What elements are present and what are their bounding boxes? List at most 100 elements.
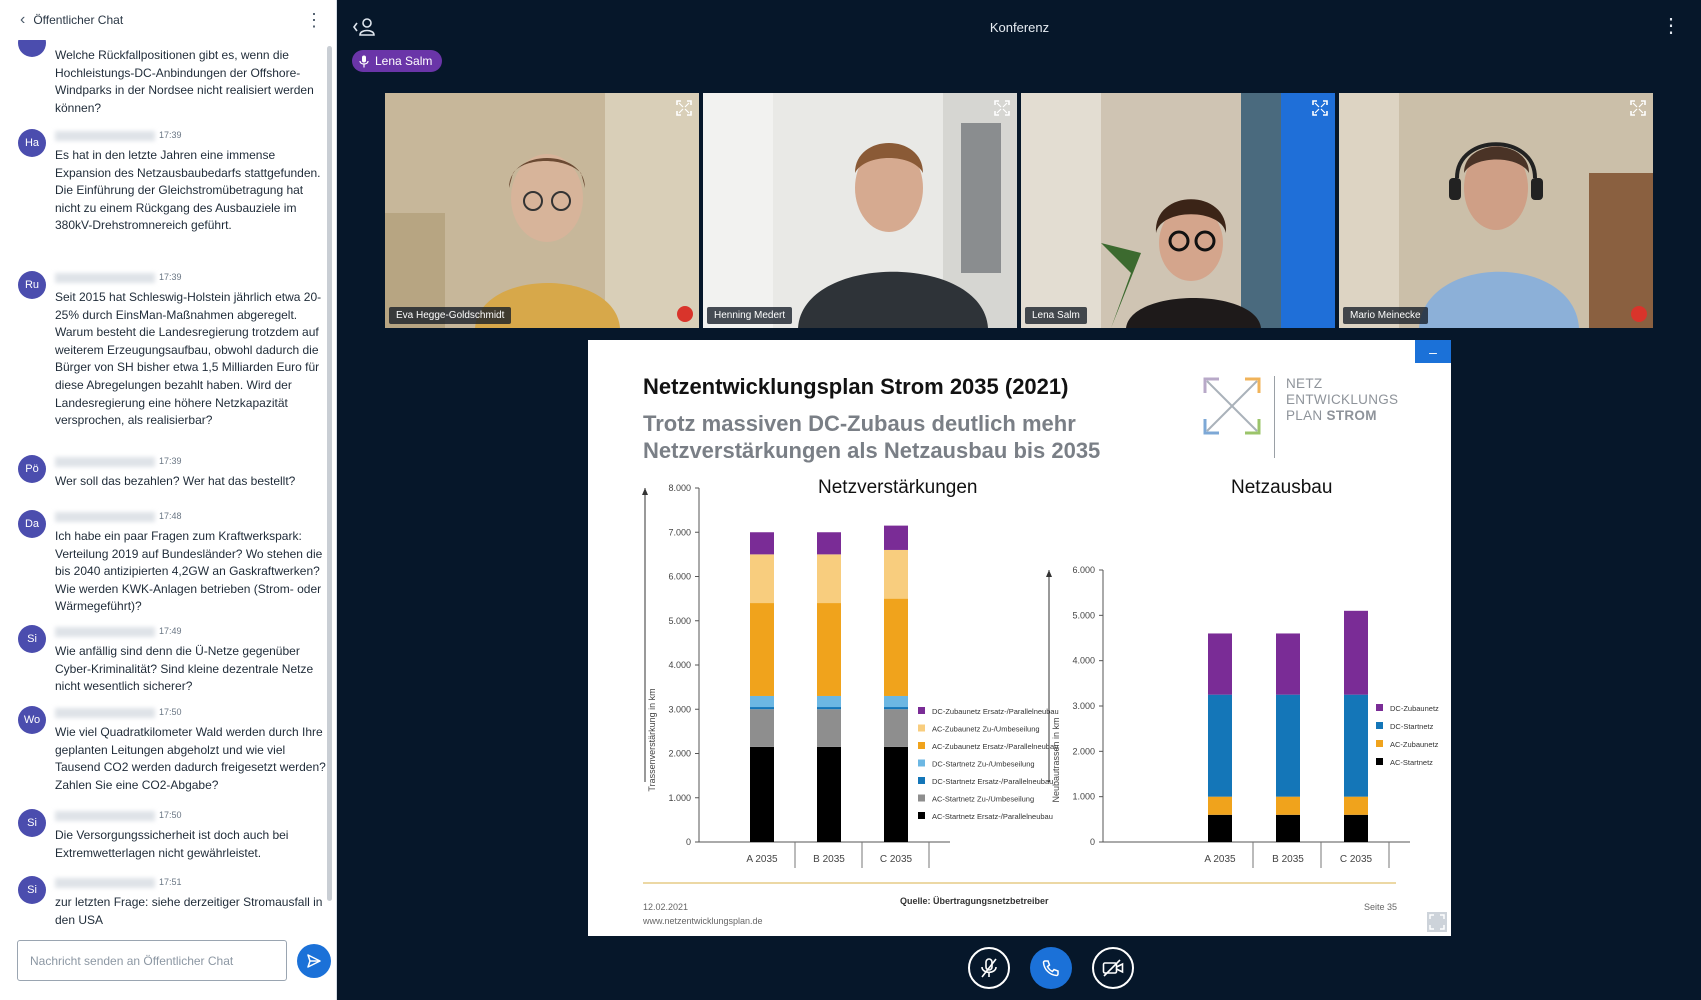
axis-arrow-head [1046, 570, 1052, 577]
bar-segment [1344, 610, 1368, 695]
bar-segment [750, 709, 774, 747]
bar-segment [1276, 814, 1300, 842]
message-list: Welche Rückfallpositionen gibt es, wenn … [0, 40, 337, 930]
talking-indicator: Lena Salm [352, 50, 443, 72]
fullscreen-icon[interactable] [1629, 99, 1647, 117]
message-meta: 17:50 [55, 810, 182, 821]
bar-segment [884, 707, 908, 710]
avatar: Ha [18, 129, 46, 157]
send-button[interactable] [297, 944, 331, 978]
fullscreen-icon[interactable] [675, 99, 693, 117]
microphone-muted-icon [981, 958, 997, 978]
y-axis-label: Neubautrassen in km [1051, 717, 1061, 802]
user-list-toggle-icon[interactable] [352, 14, 378, 40]
legend-swatch [918, 777, 925, 784]
bar-segment [817, 707, 841, 710]
message-meta: 17:39 [55, 456, 182, 467]
audio-phone-button[interactable] [1030, 947, 1072, 989]
message-input[interactable] [17, 940, 287, 981]
legend-label: AC-Startnetz Zu-/Umbeseilung [932, 795, 1034, 804]
bar-segment [1344, 796, 1368, 815]
avatar: Wo [18, 706, 46, 734]
avatar: Si [18, 876, 46, 904]
logo-text: NETZ ENTWICKLUNGS PLAN STROM [1286, 376, 1398, 424]
logo-divider [1274, 376, 1275, 458]
arrows-logo-icon [1203, 377, 1261, 435]
sender-name-blurred [55, 456, 155, 467]
bar-segment [884, 549, 908, 599]
sender-name-blurred [55, 511, 155, 522]
legend-label: DC-Zubaunetz [1390, 704, 1439, 713]
bar-segment [884, 598, 908, 696]
bar-segment [750, 532, 774, 555]
bar-segment [817, 695, 841, 708]
fullscreen-icon[interactable] [993, 99, 1011, 117]
bar-segment [750, 707, 774, 710]
bar-segment [1276, 694, 1300, 797]
legend-label: AC-Zubaunetz Zu-/Umbeseilung [932, 725, 1040, 734]
microphone-icon [359, 55, 369, 67]
minimize-presentation-button[interactable]: – [1415, 340, 1451, 363]
legend-label: DC-Startnetz Zu-/Umbeseilung [932, 760, 1035, 769]
legend-label: AC-Startnetz [1390, 758, 1433, 767]
chat-header: ‹ Öffentlicher Chat ⋮ [0, 0, 337, 40]
axis-arrow-head [642, 488, 648, 495]
avatar: Si [18, 809, 46, 837]
y-tick-label: 0 [1090, 837, 1095, 847]
nep-logo: NETZ ENTWICKLUNGS PLAN STROM [1202, 376, 1422, 458]
message-text: Die Versorgungssicherheit ist doch auch … [55, 828, 289, 860]
bar-segment [1344, 814, 1368, 842]
toggle-camera-button[interactable] [1092, 947, 1134, 989]
logo-line-bold: STROM [1326, 408, 1377, 423]
y-tick-label: 6.000 [1072, 565, 1095, 575]
logo-line: PLAN [1286, 408, 1327, 423]
bar-segment [817, 709, 841, 747]
legend-swatch [918, 724, 925, 732]
participant-name: Lena Salm [1025, 307, 1087, 324]
legend-label: DC-Startnetz [1390, 722, 1434, 731]
scrollbar[interactable] [327, 46, 332, 901]
y-tick-label: 4.000 [1072, 656, 1095, 666]
bar-segment [884, 695, 908, 708]
video-tile[interactable]: Henning Medert [703, 93, 1017, 328]
y-tick-label: 1.000 [1072, 792, 1095, 802]
video-tile[interactable]: Lena Salm [1021, 93, 1335, 328]
legend-swatch [1376, 758, 1383, 765]
message-time: 17:39 [159, 456, 182, 466]
video-tile[interactable]: Eva Hegge-Goldschmidt [385, 93, 699, 328]
legend-swatch [1376, 740, 1383, 747]
muted-icon [677, 306, 693, 322]
slide-title: Netzentwicklungsplan Strom 2035 (2021) [643, 374, 1069, 399]
message-text: Es hat in den letzte Jahren eine immense… [55, 148, 321, 233]
message-text: Wie anfällig sind denn die Ü-Netze gegen… [55, 644, 314, 694]
more-options-icon[interactable]: ⋮ [305, 10, 323, 30]
more-options-icon[interactable]: ⋮ [1661, 15, 1681, 37]
message-text: zur letzten Frage: siehe derzeitiger Str… [55, 895, 323, 927]
slide-source: Quelle: Übertragungsnetzbetreiber [900, 896, 1049, 906]
message-meta: 17:39 [55, 130, 182, 141]
y-tick-label: 3.000 [1072, 701, 1095, 711]
fullscreen-icon[interactable] [1311, 99, 1329, 117]
mute-microphone-button[interactable] [968, 947, 1010, 989]
y-tick-label: 1.000 [668, 793, 691, 803]
bar-segment [884, 709, 908, 747]
bar-segment [1208, 694, 1232, 797]
video-tile[interactable]: Mario Meinecke [1339, 93, 1653, 328]
y-tick-label: 0 [686, 837, 691, 847]
message-time: 17:49 [159, 626, 182, 636]
fullscreen-presentation-button[interactable] [1427, 912, 1447, 932]
avatar: Da [18, 510, 46, 538]
bar-segment [750, 746, 774, 842]
chart-area: 0 1.000 2.000 3.000 4.000 5.000 6.000 7.000 8.00… [642, 477, 1439, 884]
bar-segment [817, 532, 841, 555]
legend-swatch [918, 707, 925, 714]
y-tick-label: 7.000 [668, 527, 691, 537]
message-meta: 17:39 [55, 272, 182, 283]
sender-name-blurred [55, 810, 155, 821]
back-icon[interactable]: ‹ [20, 11, 26, 28]
chat-panel: ‹ Öffentlicher Chat ⋮ Welche Rückfallpos… [0, 0, 337, 1000]
message-meta: 17:49 [55, 626, 182, 637]
video-feed [1021, 93, 1335, 328]
message-text: Wer soll das bezahlen? Wer hat das beste… [55, 474, 296, 488]
slide-subtitle: Trotz massiven DC-Zubaus deutlich mehr N… [643, 411, 1101, 463]
